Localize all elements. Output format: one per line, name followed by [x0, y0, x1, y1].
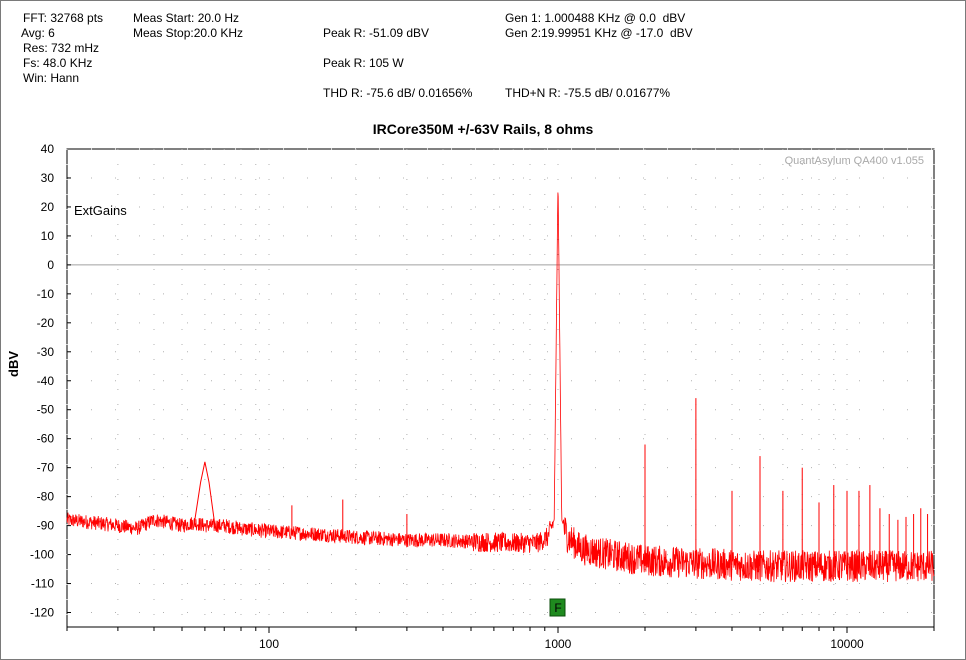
extgains-label: ExtGains — [74, 203, 127, 218]
res-readout: Res: 732 mHz — [23, 41, 100, 55]
fft-readout: FFT: 32768 pts — [23, 11, 104, 25]
fundamental-marker — [549, 598, 566, 617]
x-tick-label: 100 — [259, 637, 279, 651]
y-tick-label: -90 — [37, 519, 55, 533]
peak-r-db-readout: Peak R: -51.09 dBV — [323, 26, 430, 40]
y-tick-label: -20 — [37, 316, 55, 330]
y-tick-label: -110 — [31, 577, 54, 591]
y-tick-label: -120 — [30, 606, 54, 620]
y-tick-label: 10 — [41, 229, 55, 243]
meas-start-readout: Meas Start: 20.0 Hz — [133, 11, 240, 25]
x-tick-label: 10000 — [830, 637, 864, 651]
fs-readout: Fs: 48.0 KHz — [23, 56, 93, 70]
y-tick-label: 40 — [41, 142, 55, 156]
y-tick-label: 20 — [41, 200, 55, 214]
y-tick-label: -10 — [37, 287, 55, 301]
fundamental-marker-label: F — [554, 601, 561, 615]
gen2-readout: Gen 2:19.99951 KHz @ -17.0 dBV — [505, 26, 693, 40]
peak-r-w-readout: Peak R: 105 W — [323, 56, 404, 70]
meas-stop-readout: Meas Stop:20.0 KHz — [133, 26, 244, 40]
avg-readout: Avg: 6 — [21, 26, 55, 40]
thdn-readout: THD+N R: -75.5 dB/ 0.01677% — [505, 86, 671, 100]
y-tick-label: -50 — [37, 403, 55, 417]
spectrum-trace — [66, 192, 935, 583]
y-tick-label: -70 — [37, 461, 55, 475]
harmonic-peak — [193, 461, 216, 526]
y-tick-label: -30 — [37, 345, 55, 359]
chart-title: IRCore350M +/-63V Rails, 8 ohms — [372, 121, 594, 137]
y-tick-label: 0 — [47, 258, 54, 272]
watermark-label: QuantAsylum QA400 v1.055 — [785, 155, 924, 167]
y-tick-label: -80 — [37, 490, 55, 504]
gen1-readout: Gen 1: 1.000488 KHz @ 0.0 dBV — [505, 11, 686, 25]
y-tick-label: 30 — [41, 171, 55, 185]
x-tick-label: 1000 — [545, 637, 572, 651]
y-tick-label: -40 — [37, 374, 55, 388]
y-tick-label: -100 — [30, 548, 54, 562]
thd-readout: THD R: -75.6 dB/ 0.01656% — [323, 86, 473, 100]
win-readout: Win: Hann — [23, 71, 80, 85]
y-tick-label: -60 — [37, 432, 55, 446]
